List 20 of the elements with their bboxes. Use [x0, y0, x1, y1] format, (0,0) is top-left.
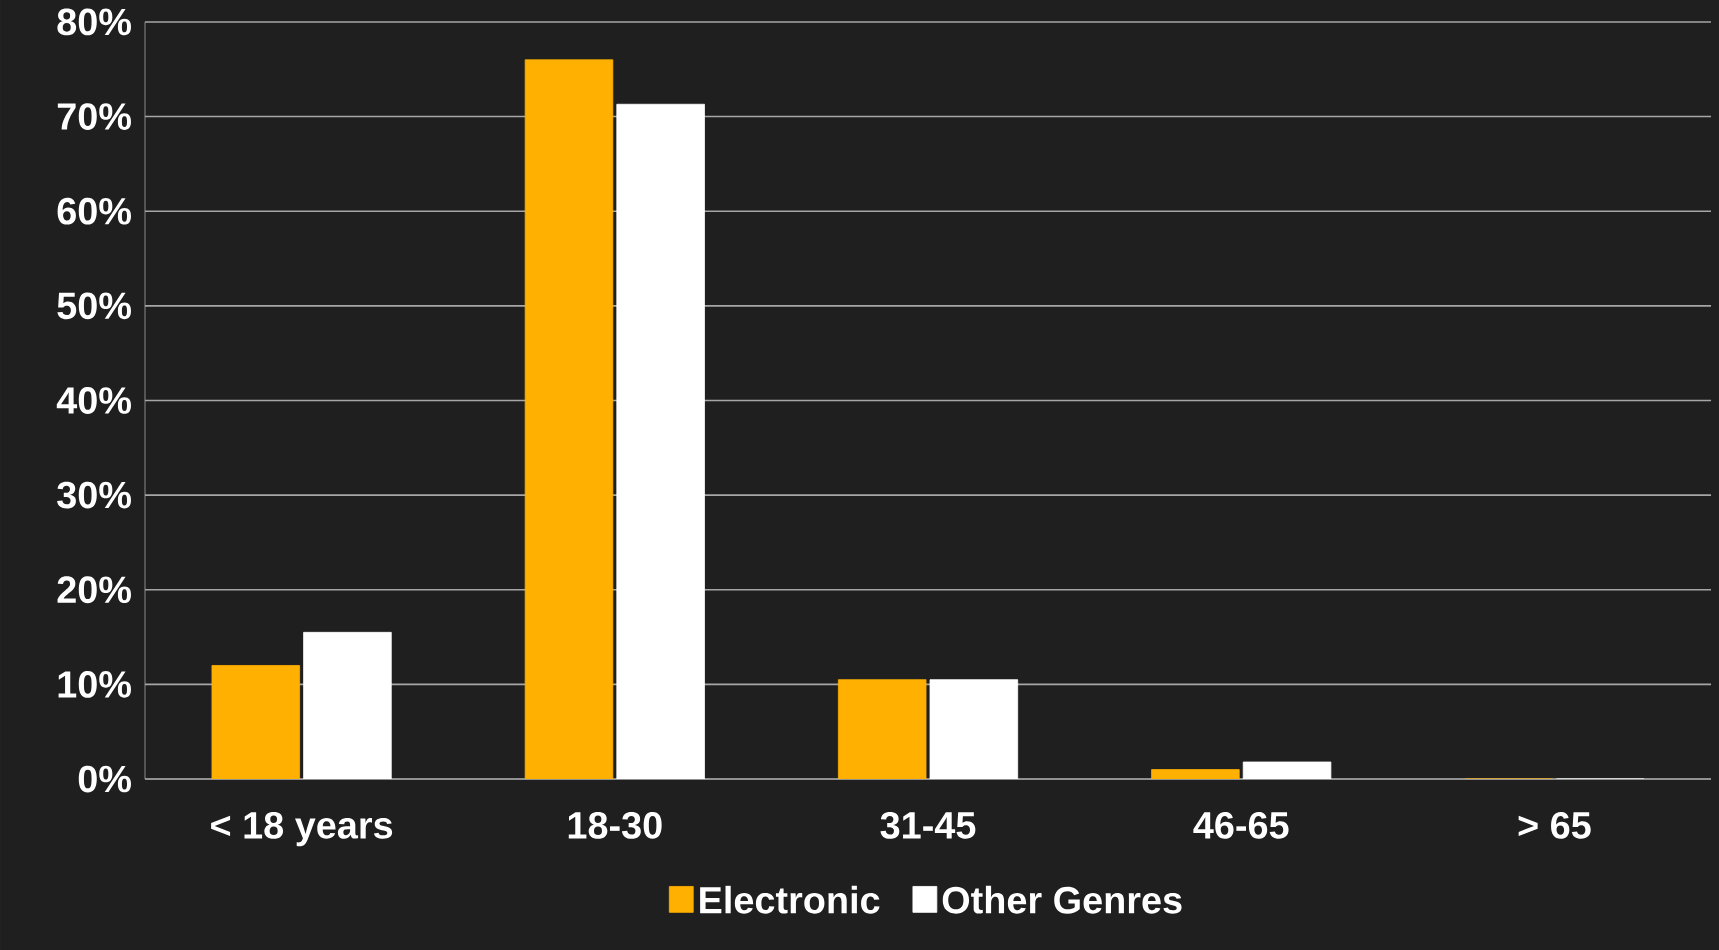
y-tick-label: 20% [57, 576, 131, 603]
y-tick-label: 60% [57, 197, 131, 225]
x-tick-label: 31-45 [880, 811, 976, 839]
bar [1151, 768, 1240, 779]
y-tick-label: 10% [58, 670, 131, 698]
y-tick-label: 70% [57, 102, 131, 130]
y-tick-label: 80% [57, 8, 131, 36]
bar [837, 679, 927, 779]
x-tick-label: 46-65 [1193, 811, 1289, 839]
y-tick-label: 0% [78, 765, 131, 793]
bar [211, 664, 301, 779]
bar [524, 59, 614, 779]
y-tick-label: 40% [56, 386, 131, 414]
x-tick-label: 18-30 [568, 811, 662, 839]
y-tick-label: 30% [57, 481, 131, 509]
legend-label: Electronic [700, 885, 880, 914]
x-tick-label: > 65 [1518, 811, 1591, 839]
x-tick-label: < 18 years [211, 811, 393, 847]
y-tick-label: 50% [57, 292, 131, 320]
legend-label: Other Genres [942, 885, 1182, 914]
